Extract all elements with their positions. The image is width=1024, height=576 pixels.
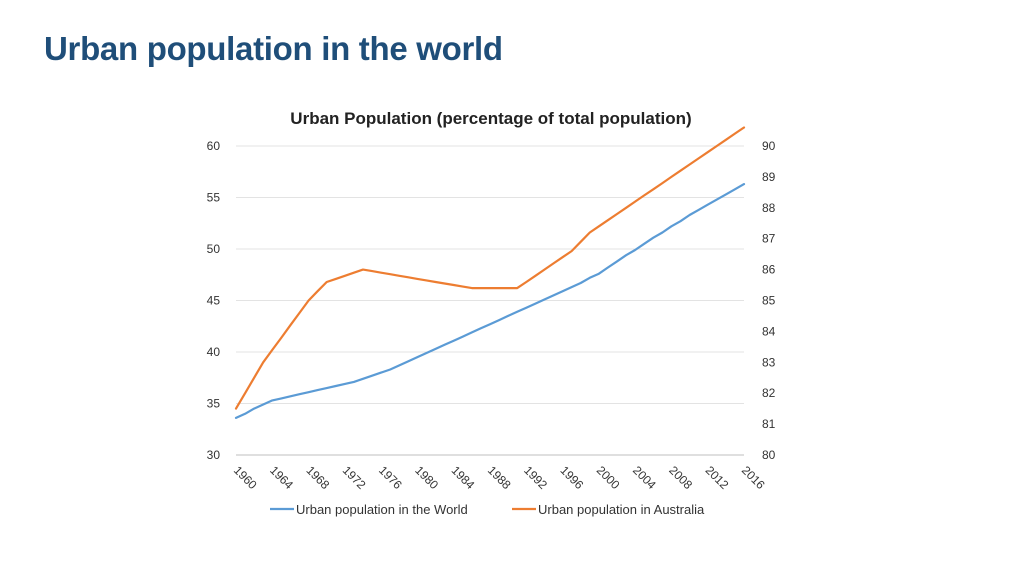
legend: Urban population in the World Urban popul… [270,502,705,517]
right-axis-tick-label: 80 [762,448,776,462]
left-axis-tick-label: 60 [207,139,221,153]
right-axis-tick-label: 81 [762,417,776,431]
slide-title: Urban population in the world [44,30,503,67]
x-axis-tick-label: 1968 [303,463,332,492]
x-axis-tick-label: 1960 [231,463,260,492]
left-axis: 30 35 40 45 50 55 60 [207,139,221,462]
x-axis-tick-label: 1984 [449,463,478,492]
right-axis-tick-label: 86 [762,263,776,277]
x-axis-tick-label: 2012 [703,463,732,492]
right-axis: 80 81 82 83 84 85 86 87 88 89 90 [762,139,776,462]
right-axis-tick-label: 89 [762,170,776,184]
left-axis-tick-label: 50 [207,242,221,256]
x-axis-tick-label: 1964 [267,463,296,492]
legend-label: Urban population in the World [296,502,468,517]
x-axis-tick-label: 2000 [594,463,623,492]
x-axis-tick-label: 1988 [485,463,514,492]
right-axis-tick-label: 82 [762,386,776,400]
x-axis: 1960 1964 1968 1972 1976 1980 1984 1988 1992 1996… [231,463,768,492]
right-axis-tick-label: 85 [762,294,776,308]
right-axis-tick-label: 90 [762,139,776,153]
chart-title: Urban Population (percentage of total po… [290,109,691,128]
left-axis-tick-label: 40 [207,345,221,359]
x-axis-tick-label: 1996 [557,463,586,492]
x-axis-tick-label: 2008 [666,463,695,492]
left-axis-tick-label: 45 [207,294,221,308]
left-axis-tick-label: 55 [207,191,221,205]
legend-label: Urban population in Australia [538,502,705,517]
series-line-world [234,183,746,419]
x-axis-tick-label: 2004 [630,463,659,492]
x-axis-tick-label: 1992 [521,463,550,492]
x-axis-tick-label: 2016 [739,463,768,492]
right-axis-tick-label: 84 [762,324,776,338]
gridlines [236,145,744,456]
series-line-australia [234,126,746,410]
left-axis-tick-label: 30 [207,448,221,462]
series-group [234,126,746,419]
right-axis-tick-label: 87 [762,232,776,246]
left-axis-tick-label: 35 [207,397,221,411]
right-axis-tick-label: 88 [762,201,776,215]
x-axis-tick-label: 1980 [412,463,441,492]
right-axis-tick-label: 83 [762,355,776,369]
x-axis-tick-label: 1972 [340,463,369,492]
x-axis-tick-label: 1976 [376,463,405,492]
